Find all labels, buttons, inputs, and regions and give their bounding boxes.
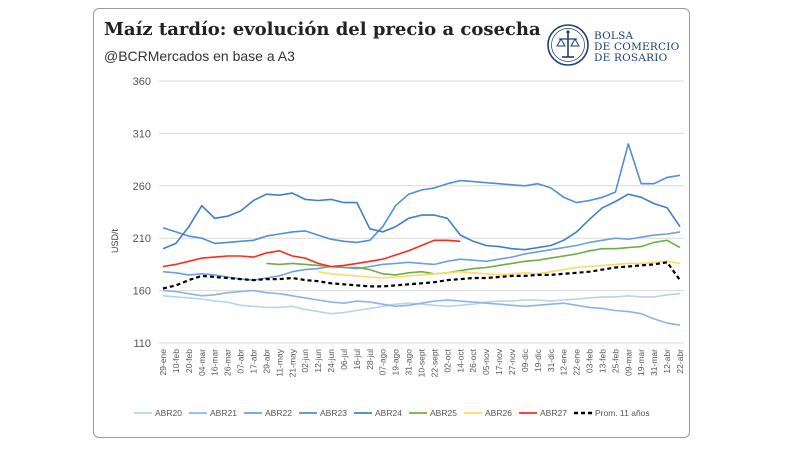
price-line-chart: USD/t 110 160 210 260 310 360 29-ene 10-feb 20-f… <box>110 76 685 418</box>
legend-label: ABR23 <box>320 408 347 418</box>
x-tick-label: 24-jun <box>326 349 336 373</box>
x-tick-label: 17-nov <box>494 348 504 375</box>
chart-card: Maíz tardío: evolución del precio a cose… <box>93 8 690 438</box>
x-tick-label: 19-mar <box>636 349 646 376</box>
x-tick-label: 21-may <box>287 348 297 377</box>
x-tick-label: 22-sept <box>429 348 439 377</box>
y-axis-label: USD/t <box>110 229 120 254</box>
y-tick-label: 310 <box>133 128 151 140</box>
logo-text: BOLSA DE COMERCIO DE ROSARIO <box>594 31 679 64</box>
x-tick-label: 03-feb <box>585 349 595 373</box>
x-tick-label: 06-jul <box>339 349 349 370</box>
y-tick-label: 210 <box>133 233 151 245</box>
x-tick-label: 26-oct <box>468 348 478 372</box>
x-tick-label: 31-mar <box>649 349 659 376</box>
y-tick-label: 360 <box>133 76 151 88</box>
x-tick-label: 09-mar <box>623 349 633 376</box>
x-tick-label: 29-abr <box>261 349 271 374</box>
x-tick-label: 19-ago <box>391 349 401 376</box>
x-tick-label: 16-jul <box>352 349 362 370</box>
x-tick-label: 28-jul <box>365 349 375 370</box>
series-line-abr20 <box>162 292 681 315</box>
legend-label: ABR27 <box>540 408 567 418</box>
x-tick-label: 07-ago <box>378 349 388 376</box>
bcr-seal-icon <box>547 24 589 66</box>
chart-title: Maíz tardío: evolución del precio a cose… <box>104 19 541 40</box>
x-tick-label: 07-abr <box>236 349 246 374</box>
legend-label: ABR21 <box>210 408 237 418</box>
x-tick-label: 02-oct <box>442 348 452 372</box>
x-tick-label: 10-sept <box>417 348 427 377</box>
x-tick-label: 16-mar <box>210 349 220 376</box>
x-tick-label: 26-mar <box>223 349 233 376</box>
x-tick-label: 12-ene <box>559 349 569 376</box>
logo-line-3: DE ROSARIO <box>594 52 668 64</box>
x-tick-label: 19-dic <box>533 348 543 372</box>
x-tick-label: 04-mar <box>197 349 207 376</box>
bcr-logo: BOLSA DE COMERCIO DE ROSARIO <box>546 23 686 67</box>
x-tick-label: 22-abr <box>675 349 685 374</box>
x-tick-label: 27-nov <box>507 348 517 375</box>
x-tick-label: 02-jun <box>300 349 310 373</box>
x-tick-label: 31-dic <box>546 348 556 372</box>
series-line-abr21 <box>162 289 681 326</box>
x-tick-label: 29-ene <box>158 349 168 376</box>
x-tick-label: 31-ago <box>404 349 414 376</box>
x-tick-label: 20-feb <box>184 349 194 373</box>
series-line-abr24 <box>162 192 681 251</box>
x-tick-label: 12-jun <box>313 349 323 373</box>
x-tick-label: 11-may <box>274 348 284 376</box>
x-tick-label: 22-ene <box>572 349 582 376</box>
x-tick-label: 12-abr <box>662 349 672 374</box>
x-tick-label: 17-abr <box>248 349 258 374</box>
y-tick-label: 110 <box>133 338 151 350</box>
legend-label: Prom. 11 años <box>595 408 650 418</box>
y-tick-label: 160 <box>133 286 151 298</box>
series-line-abr26 <box>317 260 681 279</box>
legend-label: ABR25 <box>430 408 457 418</box>
x-tick-label: 25-feb <box>610 349 620 373</box>
x-tick-label: 09-dic <box>520 348 530 372</box>
logo-line-2: DE COMERCIO <box>594 41 680 53</box>
legend-label: ABR20 <box>155 408 182 418</box>
series-line-abr22 <box>162 231 681 281</box>
series-line-prom-11-a-os <box>162 261 681 290</box>
legend-label: ABR24 <box>375 408 402 418</box>
series-line-abr27 <box>162 239 461 268</box>
x-tick-label: 05-nov <box>481 348 491 375</box>
legend-label: ABR22 <box>265 408 292 418</box>
logo-line-1: BOLSA <box>594 30 634 42</box>
legend-label: ABR26 <box>485 408 512 418</box>
x-tick-label: 14-oct <box>455 348 465 372</box>
chart-subtitle: @BCRMercados en base a A3 <box>104 48 295 64</box>
series-line-abr23 <box>162 143 681 245</box>
y-tick-label: 260 <box>133 181 151 193</box>
x-tick-label: 10-feb <box>171 349 181 373</box>
series-line-abr25 <box>266 239 681 276</box>
x-tick-label: 13-feb <box>597 349 607 373</box>
